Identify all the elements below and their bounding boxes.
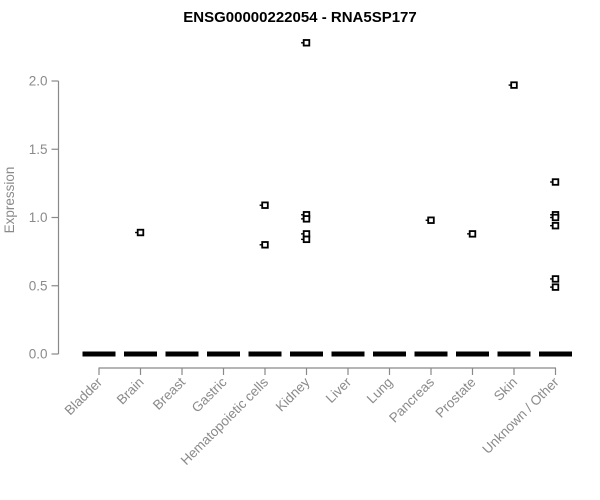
y-tick-label: 1.0 — [29, 210, 48, 225]
x-tick-label: Brain — [114, 375, 147, 408]
data-point — [302, 39, 311, 47]
x-tick-label: Pancreas — [386, 374, 437, 425]
data-point — [136, 228, 145, 237]
x-tick-label: Kidney — [273, 374, 313, 414]
zero-cluster-bar — [414, 351, 448, 357]
y-tick-label: 0.0 — [29, 347, 48, 362]
zero-cluster-bar — [124, 351, 157, 357]
x-tick-label: Liver — [323, 374, 355, 406]
data-point — [261, 201, 269, 209]
zero-cluster-bar — [290, 351, 323, 357]
zero-cluster-bar — [373, 351, 406, 357]
x-tick-label: Skin — [491, 375, 520, 404]
data-point — [510, 81, 518, 89]
x-tick-label: Breast — [150, 374, 188, 412]
x-tick-label: Prostate — [432, 375, 478, 421]
data-point — [427, 216, 435, 224]
y-tick-label: 0.5 — [29, 278, 48, 293]
x-tick-label: Gastric — [189, 374, 230, 415]
plot-area: 0.0 0.5 1.0 1.5 2.0 Bladder Brain Breast Gastric… — [29, 39, 572, 468]
chart-title: ENSG00000222054 - RNA5SP177 — [183, 9, 416, 26]
data-point — [468, 230, 477, 238]
y-tick-label: 1.5 — [29, 142, 48, 157]
data-point — [551, 221, 560, 230]
zero-cluster-bar — [207, 351, 240, 357]
data-point — [551, 283, 560, 291]
zero-cluster-bar — [331, 351, 365, 357]
zero-cluster-bar — [165, 351, 199, 357]
y-axis-label: Expression — [2, 167, 17, 234]
x-tick-label: Bladder — [62, 374, 106, 418]
data-point — [302, 215, 311, 223]
zero-cluster-bar — [456, 351, 489, 357]
y-tick-label: 2.0 — [29, 74, 48, 89]
data-point — [302, 235, 311, 244]
x-tick-label: Unknown / Other — [479, 374, 562, 457]
data-point — [261, 241, 269, 249]
data-point — [551, 213, 560, 222]
zero-cluster-bar — [248, 351, 282, 357]
zero-cluster-bar — [539, 351, 572, 357]
data-point — [551, 275, 560, 283]
data-point — [551, 178, 560, 186]
zero-cluster-bar — [497, 351, 531, 357]
x-tick-label: Lung — [364, 375, 396, 407]
zero-cluster-bar — [82, 351, 116, 357]
